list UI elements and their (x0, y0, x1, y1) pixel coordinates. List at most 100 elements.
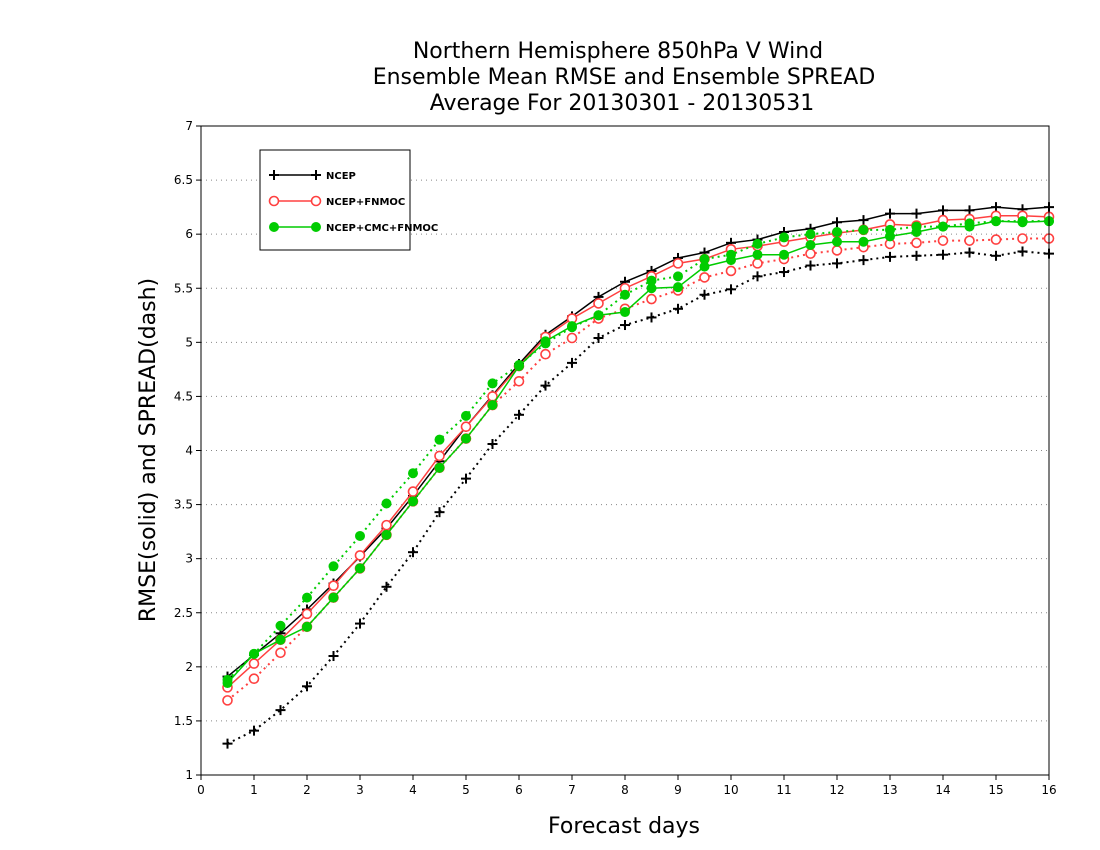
data-point-ncep-spread (434, 507, 445, 518)
legend-marker (269, 222, 279, 232)
legend-item-ncep: NCEP (269, 170, 356, 182)
y-tick-label: 6.5 (174, 173, 193, 187)
data-point-ncep-fnmoc-spread (699, 272, 710, 283)
data-point-ncep-spread (540, 380, 551, 391)
data-point-ncep-cmc-fnmoc-rmse (487, 400, 498, 411)
x-tick-label: 7 (568, 783, 576, 797)
data-point-ncep-fnmoc-spread (725, 265, 737, 277)
x-tick-label: 4 (409, 783, 417, 797)
x-axis-title: Forecast days (548, 814, 700, 839)
data-point-ncep-fnmoc-rmse (381, 519, 392, 531)
data-point-ncep-cmc-fnmoc-spread (964, 218, 975, 229)
y-tick-label: 6 (185, 227, 193, 241)
data-point-ncep-fnmoc-spread (275, 647, 286, 659)
data-point-ncep-fnmoc-spread (222, 695, 233, 706)
legend-label: NCEP (326, 171, 356, 182)
data-point-ncep-cmc-fnmoc-spread (1017, 216, 1028, 227)
data-point-ncep-spread (991, 250, 1001, 261)
legend-box (259, 149, 411, 251)
data-point-ncep-spread (328, 651, 339, 662)
data-point-ncep-fnmoc-rmse (593, 298, 604, 309)
data-point-ncep-cmc-fnmoc-spread (779, 232, 789, 243)
data-point-ncep-spread (938, 249, 948, 260)
x-tick-label: 0 (197, 783, 205, 797)
data-point-ncep-cmc-fnmoc-rmse (408, 496, 418, 507)
data-point-ncep-cmc-fnmoc-spread (328, 561, 339, 572)
data-point-ncep-cmc-fnmoc-spread (699, 254, 710, 265)
data-point-ncep-cmc-fnmoc-spread (593, 310, 604, 321)
data-point-ncep-spread (620, 320, 630, 331)
data-point-ncep-rmse (938, 205, 948, 216)
y-tick-label: 4.5 (174, 389, 193, 403)
data-point-ncep-rmse (832, 217, 842, 228)
data-point-ncep-fnmoc-spread (911, 237, 922, 249)
data-point-ncep-spread (699, 289, 710, 300)
legend-label: NCEP+CMC+FNMOC (326, 223, 438, 234)
data-point-ncep-fnmoc-spread (964, 235, 975, 246)
series-line-ncep-fnmoc-rmse (226, 215, 1050, 688)
data-point-ncep-cmc-fnmoc-spread (938, 221, 948, 232)
series-ncep-rmse (222, 202, 1054, 682)
y-tick-label: 2.5 (174, 606, 193, 620)
data-point-ncep-cmc-fnmoc-spread (222, 674, 233, 685)
data-point-ncep-cmc-fnmoc-rmse (434, 462, 445, 473)
data-point-ncep-cmc-fnmoc-rmse (381, 529, 392, 540)
x-tick-label: 2 (303, 783, 311, 797)
grid-lines (201, 179, 1049, 722)
data-point-ncep-cmc-fnmoc-spread (275, 620, 286, 631)
data-point-ncep-spread (249, 725, 259, 736)
data-point-ncep-spread (911, 250, 922, 261)
x-tick-label: 10 (723, 783, 738, 797)
data-point-ncep-cmc-fnmoc-rmse (673, 282, 683, 293)
data-point-ncep-cmc-fnmoc-spread (540, 338, 551, 349)
legend-marker (268, 195, 280, 207)
y-tick-label: 3.5 (174, 498, 193, 512)
series-ncep-fnmoc-spread (222, 233, 1055, 706)
data-point-ncep-cmc-fnmoc-rmse (779, 249, 789, 260)
data-point-ncep-spread (673, 303, 683, 314)
legend-item-ncep-fnmoc: NCEP+FNMOC (268, 195, 405, 208)
series-line-ncep-fnmoc-spread (226, 237, 1049, 702)
chart-title-line-2: Ensemble Mean RMSE and Ensemble SPREAD (373, 65, 876, 90)
x-tick-label: 9 (674, 783, 682, 797)
x-tick-label: 6 (515, 783, 523, 797)
data-point-ncep-rmse (885, 208, 895, 219)
data-point-ncep-rmse (991, 202, 1001, 213)
data-point-ncep-fnmoc-spread (566, 332, 578, 344)
y-tick-label: 5.5 (174, 281, 193, 295)
chart-title-line-1: Northern Hemisphere 850hPa V Wind (413, 39, 823, 64)
data-point-ncep-cmc-fnmoc-spread (885, 224, 895, 235)
data-point-ncep-cmc-fnmoc-rmse (328, 592, 339, 603)
data-point-ncep-fnmoc-rmse (434, 450, 445, 462)
data-point-ncep-cmc-fnmoc-rmse (302, 621, 312, 632)
legend-label: NCEP+FNMOC (326, 197, 405, 208)
series-line-ncep-cmc-fnmoc-rmse (226, 220, 1050, 684)
data-point-ncep-cmc-fnmoc-spread (832, 227, 842, 238)
data-point-ncep-fnmoc-spread (990, 234, 1002, 245)
data-point-ncep-fnmoc-spread (937, 235, 949, 246)
data-point-ncep-fnmoc-rmse (301, 608, 313, 620)
data-point-ncep-spread (858, 255, 869, 266)
data-point-ncep-spread (885, 251, 895, 262)
data-point-ncep-rmse (964, 205, 975, 216)
data-point-ncep-spread (514, 409, 524, 420)
data-point-ncep-cmc-fnmoc-spread (381, 498, 392, 509)
data-point-ncep-fnmoc-spread (540, 348, 551, 360)
data-point-ncep-cmc-fnmoc-spread (567, 322, 577, 333)
series-line-ncep-cmc-fnmoc-spread (226, 220, 1049, 681)
data-point-ncep-spread (779, 267, 789, 278)
y-tick-label: 3 (185, 552, 193, 566)
data-point-ncep-cmc-fnmoc-rmse (832, 236, 842, 247)
data-point-ncep-cmc-fnmoc-spread (911, 221, 922, 232)
data-point-ncep-fnmoc-rmse (354, 550, 366, 561)
y-tick-label: 7 (185, 119, 193, 133)
data-point-ncep-spread (355, 618, 365, 629)
data-point-ncep-spread (1017, 246, 1028, 257)
data-point-ncep-cmc-fnmoc-spread (408, 468, 418, 479)
legend-marker (269, 170, 279, 180)
y-axis-title: RMSE(solid) and SPREAD(dash) (136, 278, 161, 622)
data-point-ncep-spread (964, 247, 975, 258)
axes: 11.522.533.544.555.566.570 1 2 3 4 5 6 7 8 9 10 11 1… (174, 119, 1057, 797)
y-tick-label: 4 (185, 444, 193, 458)
